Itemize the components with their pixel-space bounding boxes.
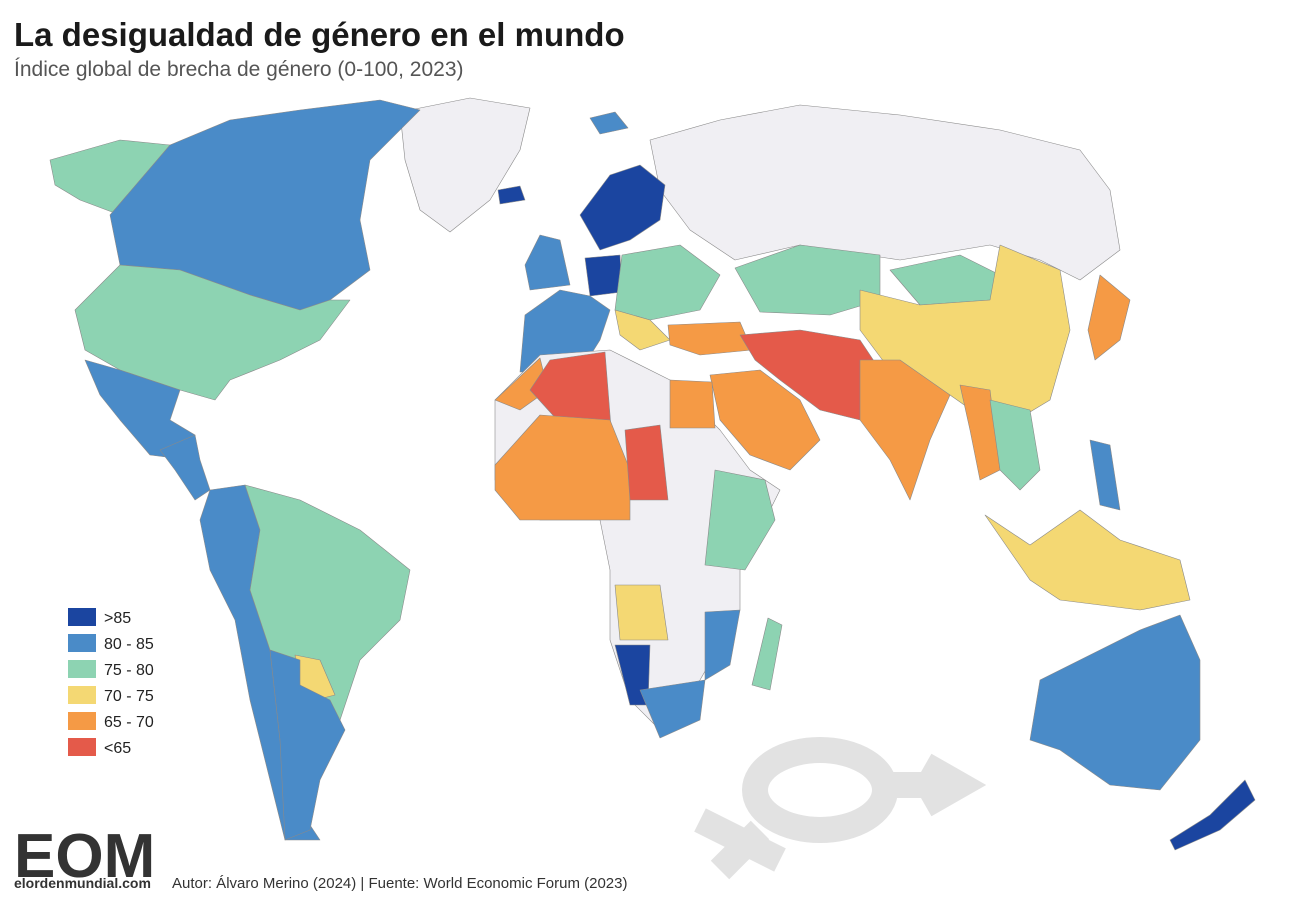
japan: [1087, 274, 1131, 361]
uk: [524, 234, 571, 291]
svalbard: [589, 111, 629, 135]
russia: [649, 104, 1121, 281]
west-africa: [494, 414, 631, 521]
east-africa: [704, 469, 776, 571]
kazakhstan: [734, 244, 881, 316]
legend-swatch: [68, 634, 96, 652]
subtitle: Índice global de brecha de género (0-100…: [14, 58, 464, 81]
legend-label: <65: [104, 740, 131, 757]
usa: [74, 264, 351, 401]
gender-symbol: [694, 737, 987, 880]
legend-swatch: [68, 738, 96, 756]
new-zealand: [1169, 779, 1256, 851]
scandinavia: [579, 164, 666, 251]
mongolia: [889, 254, 1001, 306]
legend-label: 65 - 70: [104, 714, 154, 731]
germany: [584, 254, 623, 297]
legend-label: 75 - 80: [104, 662, 154, 679]
world-map: [49, 97, 1256, 851]
legend-swatch: [68, 686, 96, 704]
legend: >85 80 - 85 75 - 80 70 - 75 65 - 70 <65: [68, 608, 154, 757]
eastern-europe: [614, 244, 721, 321]
angola: [614, 584, 669, 641]
myanmar: [959, 384, 1001, 481]
egypt: [669, 379, 716, 429]
legend-swatch: [68, 608, 96, 626]
logo: EOM: [14, 822, 155, 891]
iceland: [497, 185, 526, 205]
legend-label: 80 - 85: [104, 636, 154, 653]
credits: Autor: Álvaro Merino (2024) | Fuente: Wo…: [172, 875, 627, 892]
chad: [624, 424, 669, 501]
legend-label: 70 - 75: [104, 688, 154, 705]
greenland: [399, 97, 531, 233]
madagascar: [751, 617, 783, 691]
india: [859, 359, 951, 501]
title: La desigualdad de género en el mundo: [14, 16, 625, 53]
site: elordenmundial.com: [14, 875, 151, 891]
south-africa: [639, 679, 706, 739]
legend-swatch: [68, 660, 96, 678]
southeast-asia: [989, 399, 1041, 491]
legend-swatch: [68, 712, 96, 730]
philippines: [1089, 439, 1121, 511]
turkey: [667, 321, 753, 356]
australia: [1029, 614, 1201, 791]
indonesia: [984, 509, 1191, 611]
arabia: [709, 369, 821, 471]
mozambique: [704, 609, 741, 681]
argentina: [269, 649, 346, 841]
balkans: [614, 309, 671, 351]
legend-label: >85: [104, 610, 131, 627]
